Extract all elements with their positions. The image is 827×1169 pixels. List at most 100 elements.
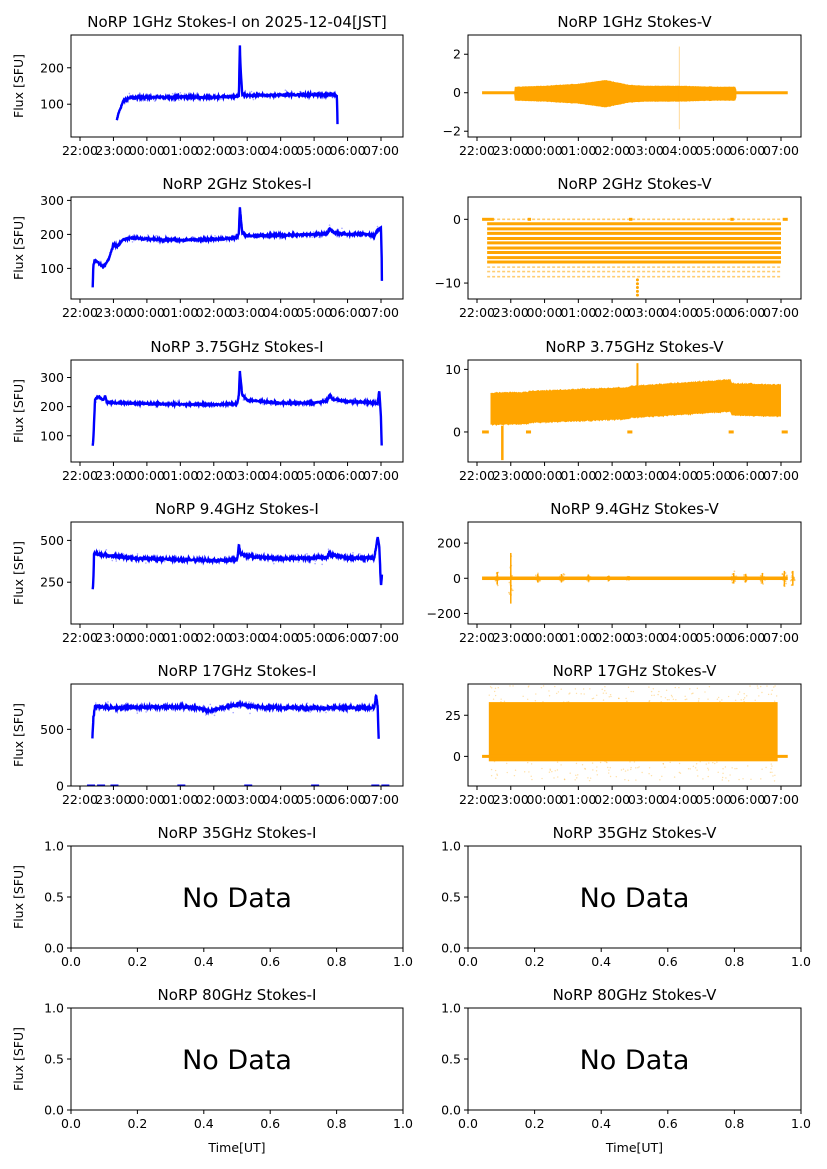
- x-tick-label: 00:00: [527, 143, 563, 158]
- stokes-i-zero-point: [244, 784, 253, 786]
- stokes-i-point: [362, 706, 364, 709]
- y-tick-label: 100: [40, 428, 64, 443]
- stokes-v-point: [806, 581, 808, 583]
- stokes-v-point: [722, 768, 724, 770]
- stokes-i-point: [375, 399, 378, 402]
- stokes-i-point: [198, 561, 200, 564]
- stokes-i-point: [320, 400, 322, 402]
- stokes-v-point: [635, 278, 639, 282]
- stokes-v-point: [576, 777, 578, 779]
- stokes-v-point: [743, 697, 746, 699]
- stokes-v-point: [494, 694, 497, 697]
- axes-frame: [70, 359, 404, 463]
- stokes-v-point: [771, 689, 773, 692]
- y-tick-label: 0.0: [441, 941, 461, 956]
- x-tick-label: 03:00: [628, 792, 664, 807]
- stokes-v-point: [809, 575, 811, 577]
- stokes-v-point: [605, 761, 608, 763]
- stokes-i-trace: [115, 45, 339, 125]
- stokes-v-point: [560, 688, 562, 690]
- subplot-12: NoRP 80GHz Stokes-I Flux [SFU] Time[UT] No …: [11, 986, 413, 1155]
- subplot-3: NoRP 2GHz Stokes-V 22:0023:0000:0001:0002…: [435, 175, 802, 320]
- stokes-v-point: [528, 771, 530, 773]
- stokes-v-point: [807, 583, 809, 585]
- stokes-i-point: [253, 91, 255, 94]
- stokes-v-point: [722, 772, 724, 775]
- x-tick-label: 03:00: [628, 630, 664, 645]
- stokes-i-point: [342, 401, 344, 404]
- stokes-i-point: [311, 236, 314, 238]
- stokes-i-point: [140, 236, 143, 239]
- stokes-i-point: [326, 91, 329, 94]
- stokes-i-point: [155, 406, 157, 409]
- stokes-i-point: [350, 561, 352, 563]
- stokes-v-point: [630, 768, 632, 771]
- stokes-i-point: [244, 234, 247, 237]
- x-tick-label: 23:00: [493, 468, 529, 483]
- stokes-i-point: [139, 556, 141, 559]
- stokes-i-point: [214, 235, 216, 237]
- y-tick-label: 0.5: [441, 1052, 461, 1067]
- y-tick-label: −200: [427, 606, 461, 621]
- stokes-v-point: [664, 766, 666, 768]
- stokes-v-point: [528, 685, 530, 687]
- stokes-v-point: [805, 577, 807, 579]
- stokes-v-point: [494, 687, 497, 690]
- stokes-i-point: [198, 706, 201, 708]
- stokes-v-point: [660, 701, 662, 703]
- stokes-v-point: [673, 776, 676, 778]
- axes-frame: [70, 521, 404, 625]
- stokes-v-point: [784, 578, 787, 581]
- stokes-v-point: [785, 575, 788, 578]
- stokes-v-point: [734, 580, 737, 583]
- stokes-v-point: [652, 688, 655, 690]
- stokes-i-point: [212, 709, 215, 712]
- stokes-v-point: [648, 700, 651, 702]
- y-tick-label: 200: [437, 536, 461, 551]
- stokes-i-point: [324, 397, 326, 400]
- x-tick-label: 0.4: [591, 1116, 611, 1131]
- stokes-i-point: [122, 97, 125, 99]
- stokes-v-point: [558, 575, 561, 578]
- y-tick-label: −10: [435, 276, 461, 291]
- x-tick-label: 07:00: [363, 305, 399, 320]
- stokes-v-point: [488, 694, 490, 696]
- stokes-v-point: [553, 777, 555, 779]
- stokes-i-point: [348, 399, 351, 402]
- stokes-v-point: [657, 693, 659, 696]
- stokes-i-point: [249, 712, 251, 715]
- stokes-v-point: [782, 579, 784, 581]
- y-tick-label: 1.0: [44, 1001, 64, 1016]
- x-tick-label: 05:00: [695, 792, 731, 807]
- y-tick-label: 1.0: [441, 1001, 461, 1016]
- stokes-i-point: [351, 400, 353, 403]
- plot-area: [482, 46, 788, 130]
- stokes-i-point: [360, 235, 362, 237]
- stokes-v-point: [730, 576, 733, 579]
- y-tick-label: 1.0: [44, 839, 64, 854]
- stokes-i-point: [370, 400, 373, 403]
- stokes-v-point: [678, 762, 681, 765]
- stokes-v-point: [609, 576, 612, 579]
- stokes-i-point: [163, 402, 166, 405]
- x-tick-label: 22:00: [459, 630, 495, 645]
- stokes-i-point: [339, 702, 341, 705]
- stokes-v-point: [509, 685, 511, 687]
- x-tick-label: 0.6: [658, 1116, 678, 1131]
- stokes-v-point: [650, 690, 653, 693]
- stokes-v-point: [736, 767, 738, 770]
- stokes-i-point: [179, 92, 182, 94]
- stokes-v-point: [610, 695, 612, 698]
- y-tick-label: 0: [453, 749, 461, 764]
- y-tick-label: 250: [40, 575, 64, 590]
- x-tick-label: 0.4: [194, 1116, 214, 1131]
- x-tick-label: 06:00: [330, 468, 366, 483]
- stokes-v-point: [534, 700, 537, 702]
- stokes-v-point: [675, 699, 677, 701]
- stokes-v-point: [809, 583, 811, 585]
- x-tick-label: 02:00: [196, 143, 232, 158]
- stokes-v-point: [587, 777, 589, 779]
- stokes-i-point: [327, 93, 329, 96]
- stokes-v-point: [503, 700, 506, 703]
- stokes-v-point: [747, 765, 749, 767]
